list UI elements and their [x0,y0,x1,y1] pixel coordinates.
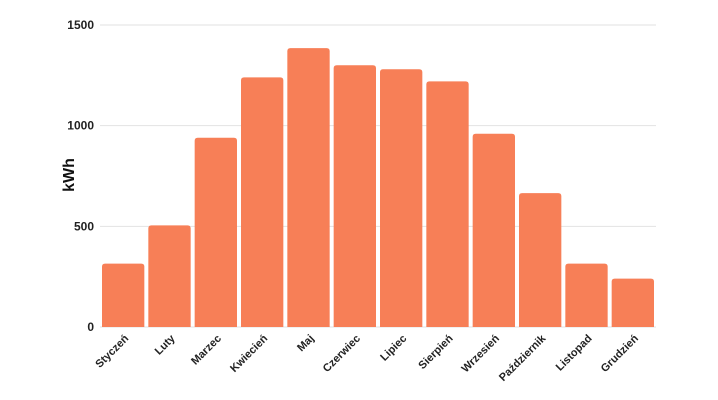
x-tick-label: Kwiecień [228,332,270,374]
gridlines [100,24,656,328]
y-tick-label: 1500 [67,18,94,32]
x-tick-label: Październik [497,332,549,384]
y-axis-label: kWh [61,158,78,192]
y-tick-labels: 0 500 1000 1500 [67,18,94,334]
x-tick-label: Styczeń [93,332,131,370]
y-tick-label: 1000 [67,119,94,133]
x-tick-label: Sierpień [416,332,455,371]
bar-4 [287,48,330,328]
bar-1 [148,225,191,327]
bars [102,48,654,328]
y-tick-label: 0 [87,320,94,334]
bar-6 [380,69,423,327]
x-tick-label: Marzec [189,333,224,368]
x-tick-label: Listopad [554,333,595,374]
x-tick-label: Maj [295,333,316,354]
bar-0 [102,263,145,327]
x-tick-label: Luty [153,332,179,358]
bar-2 [194,137,237,327]
x-tick-label: Lipiec [378,333,409,364]
bar-5 [333,65,376,328]
bar-8 [472,133,515,327]
bar-7 [426,81,469,327]
x-tick-label: Wrzesień [459,332,502,375]
bar-9 [519,193,562,327]
y-tick-label: 500 [74,219,94,233]
bar-10 [565,263,608,327]
x-tick-label: Czerwiec [321,333,363,375]
bar-3 [241,77,284,327]
x-tick-labels: Styczeń Luty Marzec Kwiecień Maj Czerwiec Lipi… [93,332,641,384]
bar-11 [611,278,654,327]
x-tick-label: Grudzień [599,332,641,374]
